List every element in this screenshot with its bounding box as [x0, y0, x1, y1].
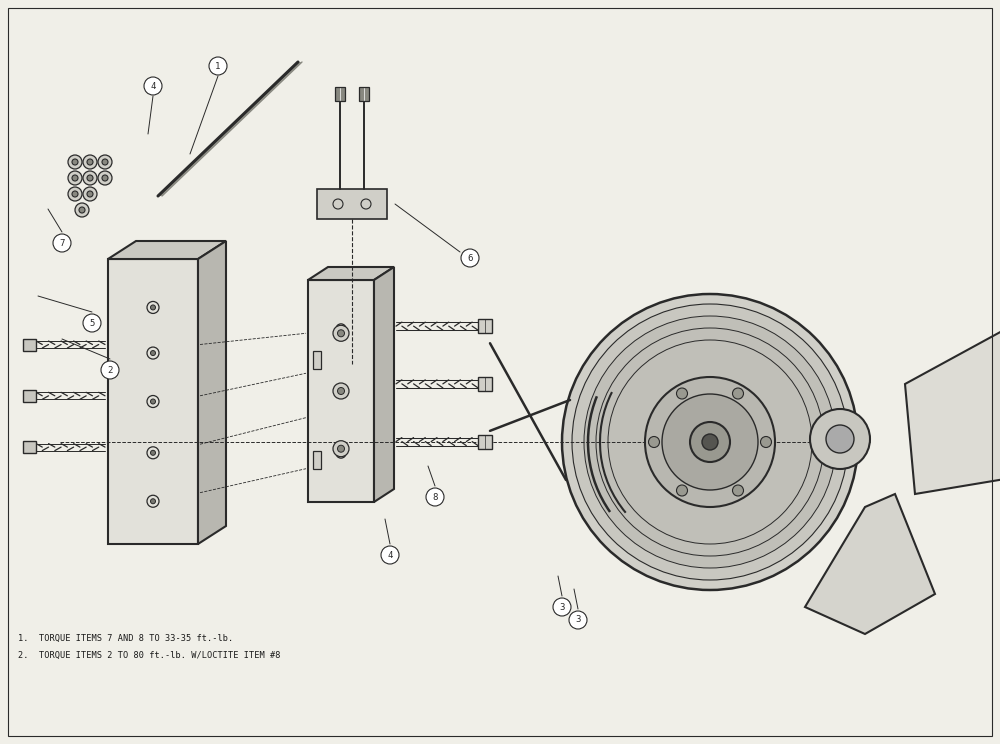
Circle shape [826, 425, 854, 453]
Circle shape [732, 388, 744, 399]
Bar [478, 434, 492, 449]
Text: 2.  TORQUE ITEMS 2 TO 80 ft.-lb. W/LOCTITE ITEM #8: 2. TORQUE ITEMS 2 TO 80 ft.-lb. W/LOCTIT… [18, 651, 281, 660]
Polygon shape [308, 267, 394, 280]
Circle shape [151, 450, 156, 455]
Circle shape [83, 314, 101, 332]
Circle shape [810, 409, 870, 469]
Circle shape [79, 207, 85, 213]
Bar [23, 441, 36, 453]
Circle shape [461, 249, 479, 267]
Circle shape [676, 388, 688, 399]
Circle shape [690, 422, 730, 462]
Circle shape [333, 440, 349, 457]
Circle shape [68, 155, 82, 169]
Circle shape [333, 325, 349, 341]
Circle shape [676, 485, 688, 496]
Circle shape [72, 159, 78, 165]
Circle shape [572, 304, 848, 580]
Polygon shape [374, 267, 394, 502]
Circle shape [338, 330, 345, 337]
Polygon shape [108, 241, 226, 259]
Bar [23, 390, 36, 402]
Bar [478, 319, 492, 333]
Circle shape [732, 485, 744, 496]
Text: 5: 5 [89, 318, 95, 327]
Bar [313, 451, 321, 469]
Polygon shape [308, 280, 374, 502]
Circle shape [151, 498, 156, 504]
Circle shape [553, 598, 571, 616]
Bar [478, 377, 492, 391]
Text: 2: 2 [107, 365, 113, 374]
Circle shape [562, 294, 858, 590]
Text: 6: 6 [467, 254, 473, 263]
Circle shape [648, 437, 660, 447]
Bar [313, 351, 321, 369]
Circle shape [83, 171, 97, 185]
Circle shape [761, 437, 772, 447]
Circle shape [87, 191, 93, 197]
Circle shape [87, 159, 93, 165]
Circle shape [338, 445, 345, 452]
Circle shape [102, 159, 108, 165]
Circle shape [333, 383, 349, 399]
Circle shape [596, 328, 824, 556]
Circle shape [101, 361, 119, 379]
Polygon shape [805, 494, 935, 634]
Circle shape [72, 175, 78, 181]
Circle shape [53, 234, 71, 252]
Circle shape [338, 388, 345, 394]
Text: 4: 4 [387, 551, 393, 559]
Text: 1.  TORQUE ITEMS 7 AND 8 TO 33-35 ft.-lb.: 1. TORQUE ITEMS 7 AND 8 TO 33-35 ft.-lb. [18, 634, 233, 643]
Bar [317, 189, 387, 219]
Circle shape [98, 155, 112, 169]
Circle shape [209, 57, 227, 75]
Text: 1: 1 [215, 62, 221, 71]
Circle shape [569, 611, 587, 629]
Circle shape [662, 394, 758, 490]
Circle shape [98, 171, 112, 185]
Circle shape [87, 175, 93, 181]
Circle shape [144, 77, 162, 95]
Bar [359, 87, 369, 101]
Text: 7: 7 [59, 239, 65, 248]
Circle shape [645, 377, 775, 507]
Circle shape [151, 399, 156, 404]
Circle shape [75, 203, 89, 217]
Circle shape [68, 187, 82, 201]
Polygon shape [198, 241, 226, 544]
Polygon shape [905, 324, 1000, 494]
Circle shape [83, 155, 97, 169]
Circle shape [381, 546, 399, 564]
Circle shape [83, 187, 97, 201]
Text: 8: 8 [432, 493, 438, 501]
Bar [335, 87, 345, 101]
Bar [23, 339, 36, 350]
Text: 3: 3 [575, 615, 581, 624]
Text: 3: 3 [559, 603, 565, 612]
Circle shape [426, 488, 444, 506]
Circle shape [151, 350, 156, 356]
Circle shape [151, 305, 156, 310]
Circle shape [584, 316, 836, 568]
Text: 4: 4 [150, 82, 156, 91]
Polygon shape [108, 259, 198, 544]
Polygon shape [158, 62, 302, 196]
Circle shape [608, 340, 812, 544]
Circle shape [102, 175, 108, 181]
Circle shape [702, 434, 718, 450]
Circle shape [68, 171, 82, 185]
Circle shape [72, 191, 78, 197]
